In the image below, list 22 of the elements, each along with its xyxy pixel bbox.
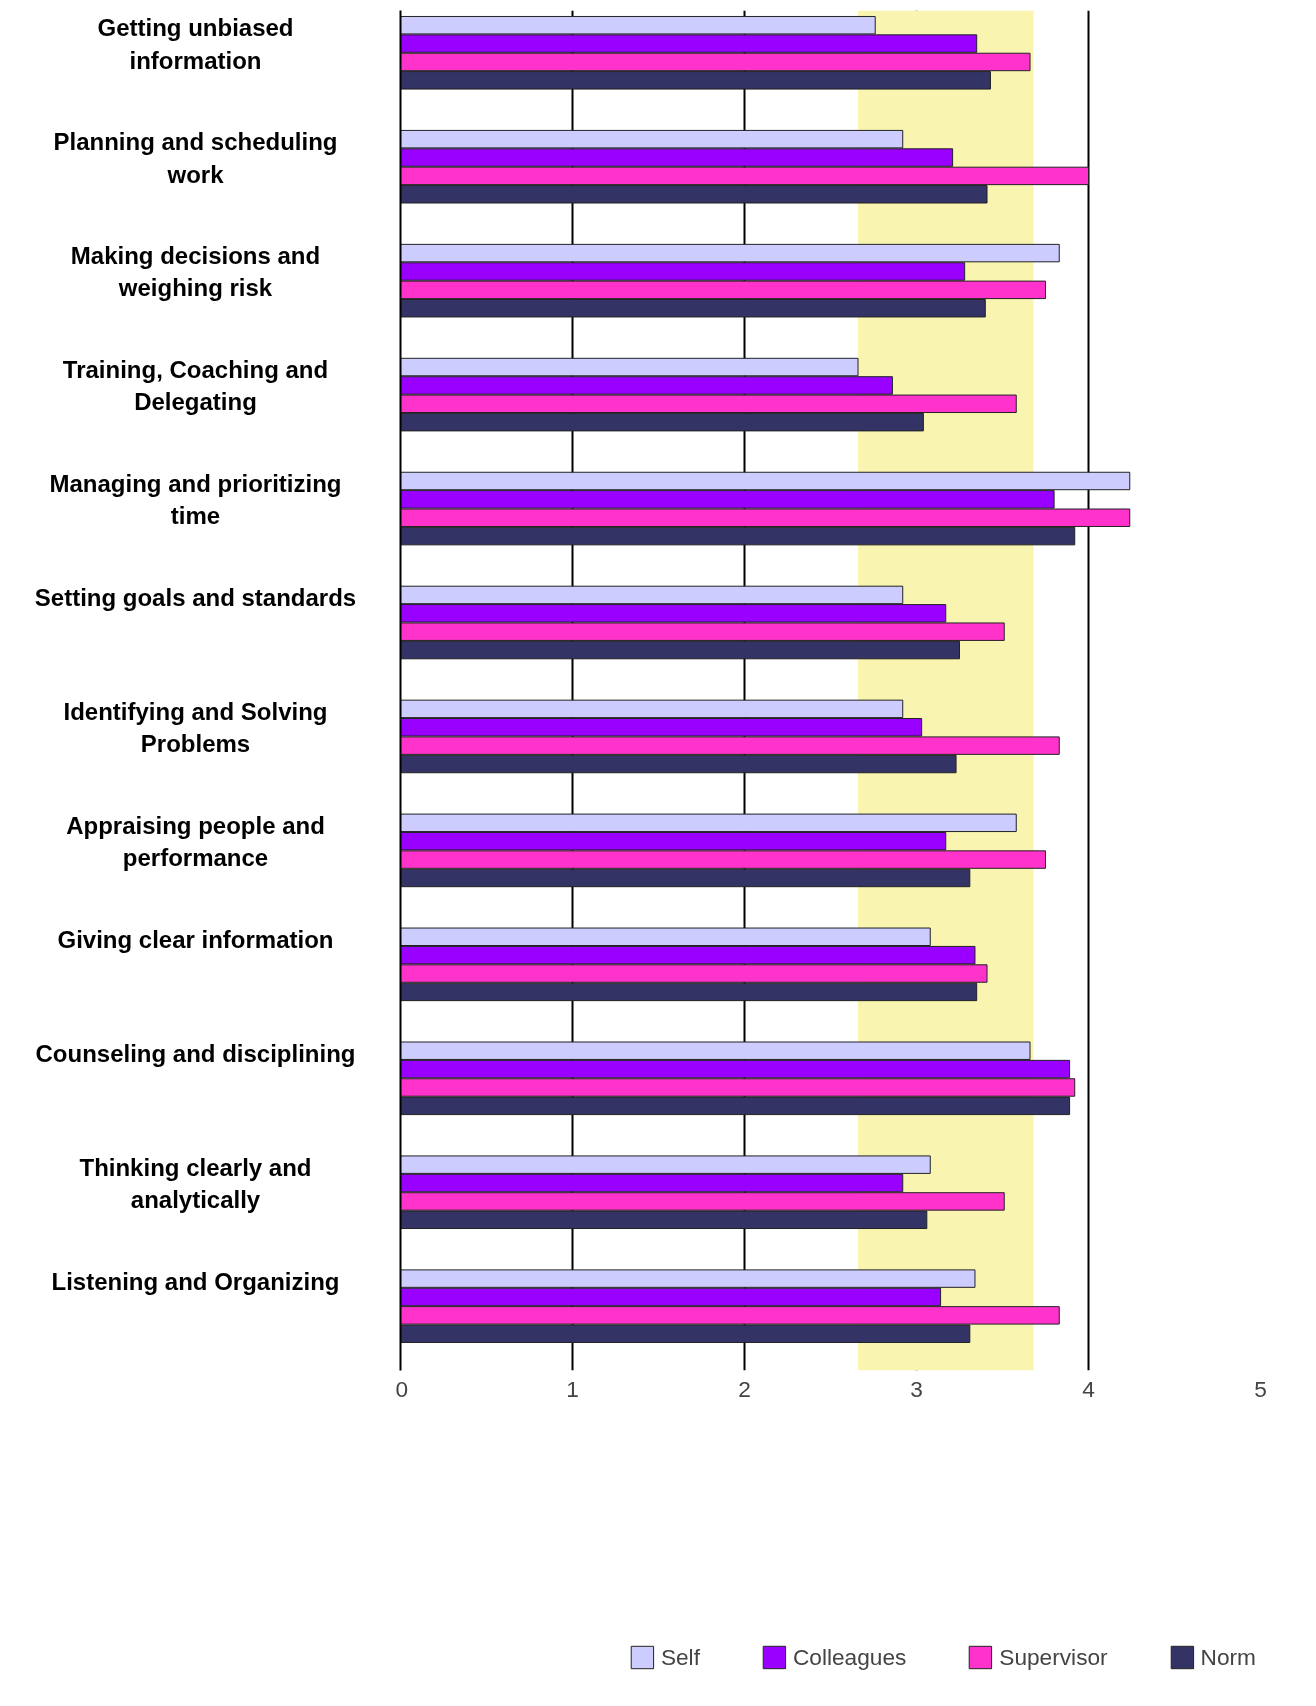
y-tick-label: Planning and scheduling work xyxy=(53,128,338,188)
y-tick-label: Getting unbiased information xyxy=(97,14,294,74)
x-tick-label: 4 xyxy=(1082,1375,1095,1402)
x-tick-label: 5 xyxy=(1254,1375,1267,1402)
y-tick-label: Listening and Organizing xyxy=(51,1267,340,1295)
x-tick-label: 1 xyxy=(566,1375,579,1402)
y-tick-label: Giving clear information xyxy=(57,925,334,953)
x-tick-label: 3 xyxy=(910,1375,923,1402)
y-tick-label: Thinking clearly and analytically xyxy=(79,1153,312,1214)
legend-label: Self xyxy=(660,1643,700,1671)
legend-label: Colleagues xyxy=(792,1643,907,1671)
y-tick-label: Identifying and Solving Problems xyxy=(63,697,328,758)
x-tick-label: 0 xyxy=(395,1375,409,1402)
y-tick-label: Appraising people and performance xyxy=(66,811,325,872)
y-tick-label: Counseling and disciplining xyxy=(35,1039,356,1067)
legend-label: Supervisor xyxy=(999,1643,1108,1671)
y-tick-label: Setting goals and standards xyxy=(34,583,357,611)
legend-label: Norm xyxy=(1200,1643,1256,1671)
y-tick-label: Training, Coaching and Delegating xyxy=(62,356,329,416)
y-tick-label: Making decisions and weighing risk xyxy=(70,242,321,302)
y-tick-label: Managing and prioritizing time xyxy=(49,469,342,530)
x-tick-label: 2 xyxy=(738,1375,751,1402)
